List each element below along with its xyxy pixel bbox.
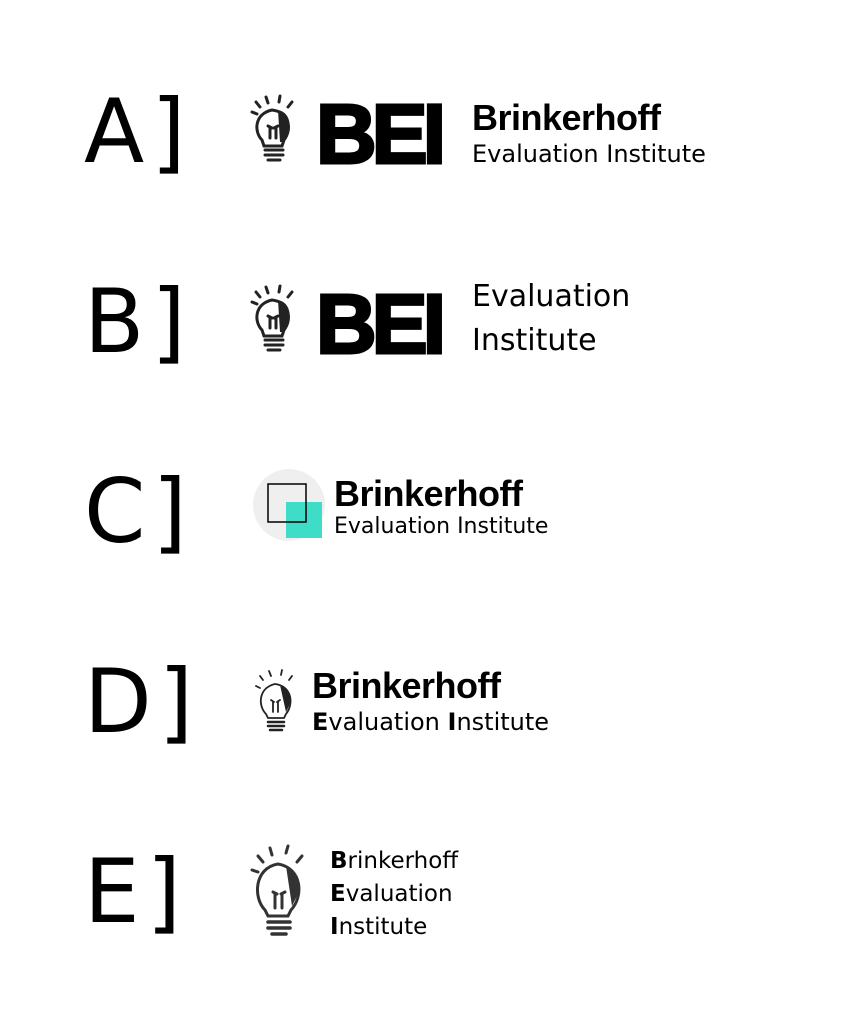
option-label: D]	[84, 658, 194, 746]
brand-name: Brinkerhoff	[334, 473, 523, 514]
initial-b: B	[330, 848, 348, 874]
option-letter: A	[84, 80, 146, 183]
option-letter: C	[84, 460, 147, 563]
bei-mark: BEI	[314, 277, 447, 371]
brand-subtitle: Evaluation Institute	[334, 514, 549, 539]
lightbulb-icon	[255, 669, 293, 732]
option-letter: E	[84, 840, 141, 943]
word-institute: nstitute	[338, 914, 428, 940]
option-letter: D	[84, 650, 153, 753]
initial-e: E	[312, 708, 329, 736]
subtitle-evaluation: valuation	[328, 708, 448, 736]
bei-mark: BEI	[314, 87, 447, 181]
brand-word-1: Brinkerhoff	[330, 850, 458, 873]
logo-option-c: C] Brinkerhoff Evaluation Institute	[0, 458, 858, 568]
brand-subtitle-line2: Institute	[472, 323, 597, 358]
logo-option-e: E] Brinkerhoff Evaluation Institute	[0, 838, 858, 948]
lightbulb-icon	[250, 284, 294, 352]
word-evaluation: valuation	[345, 881, 453, 907]
brand-subtitle-line1: Evaluation	[472, 279, 631, 314]
brand-subtitle: Evaluation Institute	[472, 140, 706, 168]
brand-subtitle: Evaluation Institute	[312, 710, 549, 734]
option-bracket: ]	[146, 840, 182, 943]
brand-word-3: Institute	[330, 916, 427, 939]
brand-name: Brinkerhoff	[472, 97, 661, 138]
logo-option-a: A] BEI Brinkerhoff Evaluation Institute	[0, 78, 858, 188]
option-letter: B	[84, 270, 146, 373]
initial-i: I	[447, 708, 457, 736]
option-bracket: ]	[158, 650, 195, 753]
initial-i: I	[330, 914, 339, 940]
option-label: E]	[84, 848, 182, 936]
option-label: A]	[84, 88, 187, 176]
option-bracket: ]	[151, 80, 187, 183]
option-label: C]	[84, 468, 188, 556]
brand-name: Brinkerhoff	[312, 665, 501, 706]
squares-icon	[253, 469, 325, 541]
lightbulb-icon	[250, 94, 294, 162]
lightbulb-icon	[250, 844, 304, 936]
initial-e: E	[330, 881, 346, 907]
option-bracket: ]	[152, 460, 188, 563]
logo-option-d: D] Brinkerhoff Evaluation Institute	[0, 648, 858, 758]
logo-option-b: B] BEI Evaluation Institute	[0, 268, 858, 378]
subtitle-institute: nstitute	[456, 708, 550, 736]
word-brinkerhoff: rinkerhoff	[347, 848, 459, 874]
option-bracket: ]	[151, 270, 187, 373]
option-label: B]	[84, 278, 187, 366]
brand-word-2: Evaluation	[330, 883, 453, 906]
